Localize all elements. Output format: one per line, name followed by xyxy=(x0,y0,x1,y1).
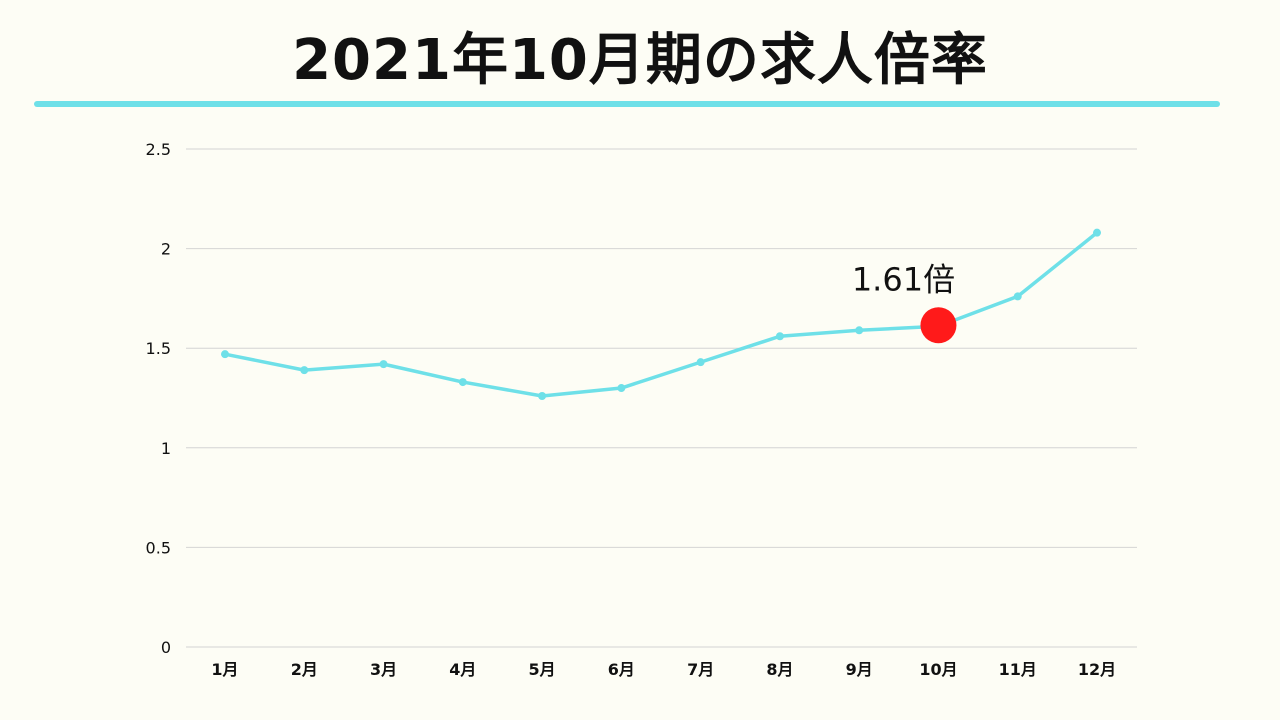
x-tick-label: 5月 xyxy=(529,660,556,679)
y-tick-label: 2 xyxy=(161,240,171,259)
highlight-label: 1.61倍 xyxy=(852,260,955,298)
x-tick-label: 9月 xyxy=(846,660,873,679)
series-line xyxy=(223,230,1099,398)
data-point xyxy=(379,360,388,369)
y-tick-label: 1 xyxy=(161,439,171,458)
data-point xyxy=(696,358,705,367)
chart-title: 2021年10月期の求人倍率 xyxy=(292,28,988,93)
data-point xyxy=(1013,292,1022,301)
y-tick-label: 1.5 xyxy=(146,339,171,358)
x-tick-label: 8月 xyxy=(766,660,793,679)
x-tick-label: 6月 xyxy=(608,660,635,679)
x-tick-label: 4月 xyxy=(449,660,476,679)
x-tick-label: 1月 xyxy=(211,660,238,679)
y-axis-ticks: 0 0.5 1 1.5 2 2.5 xyxy=(146,140,171,657)
data-point xyxy=(221,350,229,359)
data-point xyxy=(617,384,626,393)
grid-layer xyxy=(186,148,1137,648)
x-tick-label: 11月 xyxy=(999,660,1037,679)
data-point xyxy=(458,378,467,387)
annotation-layer: 1.61倍 xyxy=(852,260,957,344)
x-tick-label: 3月 xyxy=(370,660,397,679)
data-point xyxy=(775,332,784,341)
highlight-marker xyxy=(920,307,957,344)
x-tick-label: 7月 xyxy=(687,660,714,679)
data-point xyxy=(855,326,864,335)
y-tick-label: 2.5 xyxy=(146,140,171,159)
y-tick-label: 0.5 xyxy=(146,538,171,557)
x-tick-label: 2月 xyxy=(291,660,318,679)
x-tick-label: 12月 xyxy=(1078,660,1116,679)
data-point xyxy=(1093,228,1101,237)
data-point xyxy=(538,392,547,401)
series-layer xyxy=(221,228,1101,401)
y-tick-label: 0 xyxy=(161,638,171,657)
data-point xyxy=(300,366,309,375)
x-axis-ticks: 1月 2月 3月 4月 5月 6月 7月 8月 9月 10月 11月 12月 xyxy=(211,660,1116,679)
title-underline xyxy=(34,101,1220,107)
x-tick-label: 10月 xyxy=(919,660,957,679)
